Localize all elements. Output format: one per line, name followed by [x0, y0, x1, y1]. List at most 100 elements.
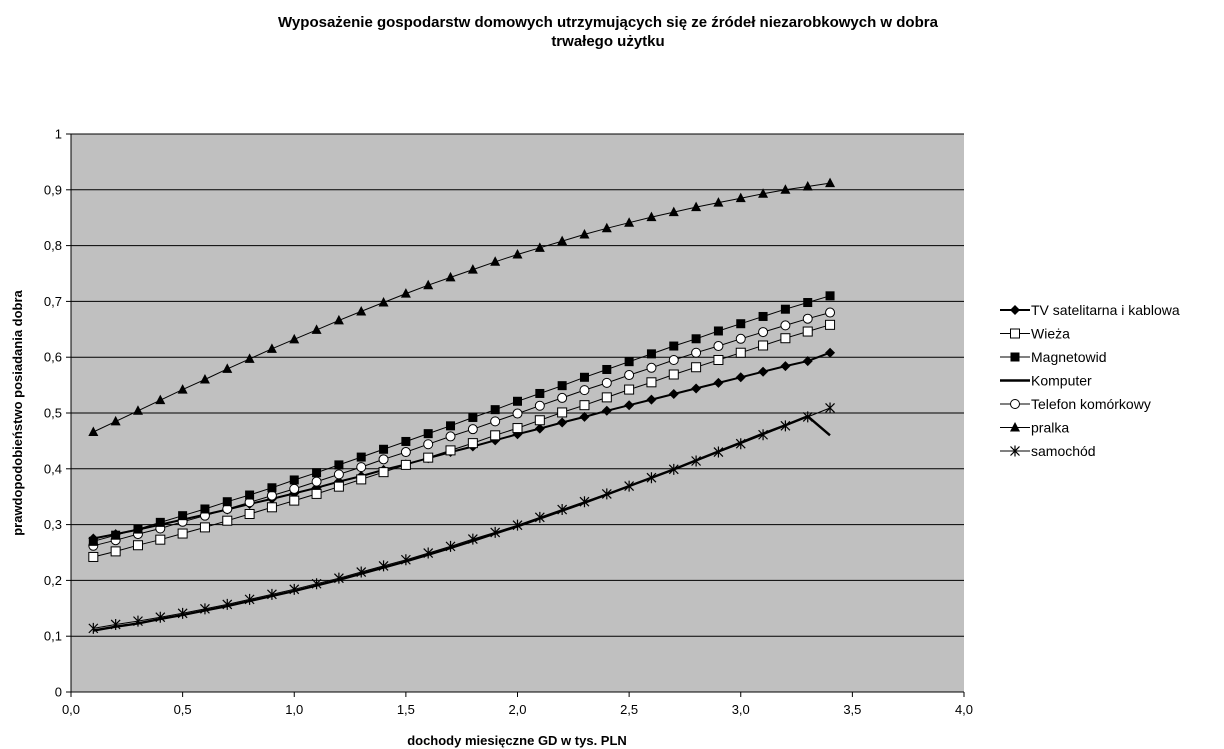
data-point-pralka	[624, 217, 635, 227]
data-point-samochod	[490, 526, 501, 538]
data-point-pralka	[713, 197, 724, 207]
data-point-samochod	[311, 578, 322, 590]
data-point-wieza	[222, 515, 233, 526]
data-point-wieza	[311, 488, 322, 499]
data-point-magnetowid	[111, 530, 121, 540]
data-point-tv-satelitarna-i-kablowa	[668, 389, 679, 400]
legend-item-pralka: pralka	[1000, 420, 1069, 436]
data-point-pralka	[758, 188, 769, 198]
data-point-pralka	[311, 324, 322, 334]
data-point-telefon-komorkowy	[289, 483, 300, 494]
series-samochod	[88, 402, 835, 634]
legend-label-telefon-komorkowy: Telefon komórkowy	[1031, 396, 1151, 412]
data-point-samochod	[244, 593, 255, 605]
data-point-magnetowid	[133, 524, 143, 534]
series-komputer	[93, 414, 831, 632]
data-point-tv-satelitarna-i-kablowa	[579, 411, 590, 422]
data-point-samochod	[200, 603, 210, 615]
data-point-magnetowid	[423, 429, 433, 439]
data-point-magnetowid	[624, 357, 634, 367]
data-point-tv-satelitarna-i-kablowa	[780, 361, 791, 372]
legend-label-wieza: Wieża	[1031, 326, 1070, 342]
data-point-telefon-komorkowy	[668, 354, 679, 365]
data-point-tv-satelitarna-i-kablowa	[713, 377, 724, 388]
data-point-samochod	[333, 572, 344, 584]
data-point-magnetowid	[334, 460, 344, 470]
data-point-samochod	[289, 583, 300, 595]
data-point-wieza	[646, 377, 657, 388]
data-point-magnetowid	[468, 412, 478, 422]
x-tick-label: 1,0	[285, 702, 303, 717]
data-point-telefon-komorkowy	[601, 377, 612, 388]
y-tick-label: 0,8	[44, 238, 62, 253]
data-point-wieza	[534, 415, 545, 426]
data-point-pralka	[557, 235, 568, 246]
data-point-pralka	[88, 426, 99, 436]
x-tick-label: 2,5	[620, 702, 638, 717]
data-point-magnetowid	[646, 349, 656, 359]
legend-item-samochod: samochód	[1000, 443, 1096, 459]
series-pralka	[88, 177, 836, 436]
data-point-telefon-komorkowy	[735, 333, 746, 344]
series-layer	[88, 177, 836, 634]
series-line-wieza	[93, 324, 831, 558]
x-tick-label: 2,0	[508, 702, 526, 717]
data-point-wieza	[423, 452, 434, 463]
data-point-tv-satelitarna-i-kablowa	[802, 356, 813, 367]
data-point-samochod	[735, 438, 746, 450]
data-point-samochod	[222, 598, 233, 610]
data-point-wieza	[110, 546, 121, 557]
data-point-magnetowid	[602, 364, 612, 374]
data-point-telefon-komorkowy	[266, 490, 277, 501]
data-point-magnetowid	[379, 444, 389, 454]
data-point-samochod	[155, 611, 166, 623]
x-tick-label: 3,5	[843, 702, 861, 717]
data-point-telefon-komorkowy	[378, 454, 389, 465]
data-point-tv-satelitarna-i-kablowa	[758, 366, 769, 377]
data-point-samochod	[267, 588, 277, 600]
data-point-pralka	[110, 415, 121, 426]
data-point-telefon-komorkowy	[557, 392, 568, 403]
data-point-wieza	[445, 445, 456, 456]
y-tick-label: 0,4	[44, 461, 62, 476]
data-point-pralka	[668, 206, 679, 217]
data-point-pralka	[601, 222, 612, 233]
data-point-pralka	[289, 333, 300, 344]
data-point-samochod	[624, 480, 635, 492]
data-point-wieza	[490, 430, 501, 441]
legend-item-magnetowid: Magnetowid	[1000, 349, 1107, 365]
data-point-pralka	[534, 242, 545, 252]
data-point-samochod	[534, 511, 545, 523]
data-point-pralka	[177, 384, 188, 394]
data-point-wieza	[579, 400, 590, 411]
x-tick-label: 0,5	[174, 702, 192, 717]
data-point-samochod	[802, 411, 813, 423]
y-tick-label: 0,1	[44, 629, 62, 644]
data-point-wieza	[378, 467, 389, 478]
data-point-magnetowid	[669, 341, 679, 351]
data-point-magnetowid	[88, 536, 98, 546]
data-point-pralka	[825, 177, 836, 188]
data-point-telefon-komorkowy	[534, 400, 545, 411]
data-point-samochod	[780, 420, 791, 432]
data-point-samochod	[579, 496, 590, 508]
legend-label-samochod: samochód	[1031, 443, 1096, 459]
data-point-tv-satelitarna-i-kablowa	[691, 383, 702, 394]
data-point-pralka	[735, 192, 746, 203]
series-magnetowid	[88, 291, 835, 546]
data-point-magnetowid	[557, 381, 567, 391]
data-point-samochod	[177, 607, 188, 619]
data-point-wieza	[735, 347, 746, 358]
tick-labels: 0 0,1 0,2 0,3 0,4 0,5 0,6 0,7 0,8 0,9 1 0,0 0,5 1,0 1,…	[44, 127, 973, 718]
data-point-wieza	[289, 495, 300, 506]
data-point-pralka	[400, 288, 411, 298]
data-point-wieza	[668, 369, 679, 380]
y-tick-label: 0,3	[44, 517, 62, 532]
data-point-pralka	[802, 180, 813, 191]
series-line-telefon-komorkowy	[93, 312, 831, 547]
data-point-magnetowid	[289, 475, 299, 485]
series-line-samochod	[93, 407, 831, 629]
data-point-magnetowid	[691, 334, 701, 344]
x-tick-label: 4,0	[955, 702, 973, 717]
